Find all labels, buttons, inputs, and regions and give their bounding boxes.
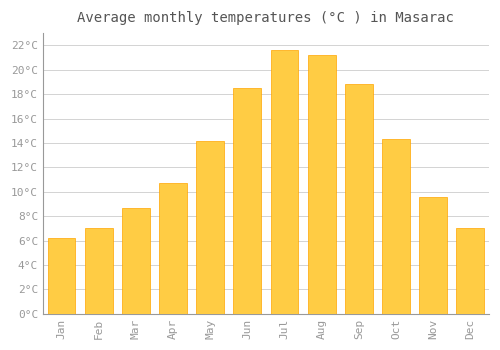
Bar — [196, 141, 224, 314]
Bar — [234, 88, 262, 314]
Bar — [419, 197, 447, 314]
Bar — [48, 238, 76, 314]
Bar — [456, 229, 484, 314]
Bar — [382, 139, 410, 314]
Bar — [159, 183, 187, 314]
Bar — [308, 55, 336, 314]
Bar — [345, 84, 373, 314]
Bar — [270, 50, 298, 314]
Title: Average monthly temperatures (°C ) in Masarac: Average monthly temperatures (°C ) in Ma… — [78, 11, 454, 25]
Bar — [122, 208, 150, 314]
Bar — [85, 229, 112, 314]
